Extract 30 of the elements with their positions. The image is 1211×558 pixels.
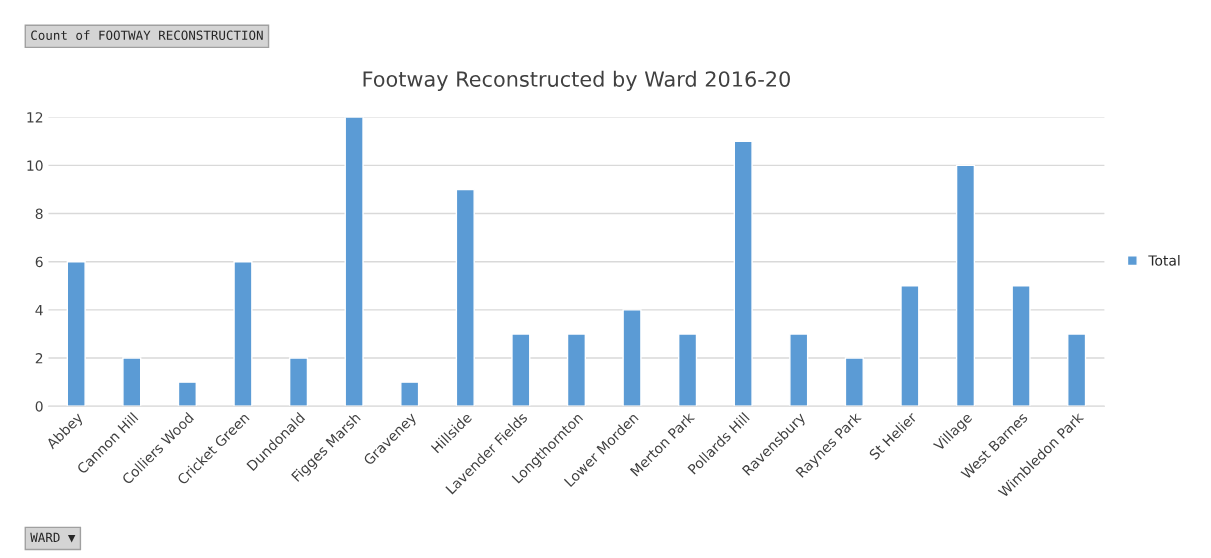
chart-title: Footway Reconstructed by Ward 2016-20 xyxy=(363,70,790,91)
text: Count of FOOTWAY RECONSTRUCTION xyxy=(31,30,263,40)
bar xyxy=(233,261,253,407)
bar xyxy=(344,117,364,407)
bar xyxy=(900,285,920,407)
bar xyxy=(122,357,142,407)
y-tick-label: 4 xyxy=(35,305,43,316)
bar xyxy=(844,357,864,407)
bar xyxy=(177,381,197,407)
legend-label: Total xyxy=(1148,254,1180,266)
y-tick-label: 12 xyxy=(27,112,43,123)
bar xyxy=(66,261,86,407)
y-tick-label: 6 xyxy=(35,256,43,268)
bar xyxy=(400,381,420,407)
y-tick-label: 0 xyxy=(35,401,43,412)
bar xyxy=(678,333,698,407)
bar xyxy=(1067,333,1087,407)
bar xyxy=(789,333,809,407)
bar xyxy=(1011,285,1031,407)
bar xyxy=(955,164,976,407)
y-tick-label: 8 xyxy=(35,208,43,219)
bar xyxy=(622,309,642,407)
y-tick-label: 10 xyxy=(27,160,43,171)
bar xyxy=(511,333,531,407)
bar xyxy=(288,357,309,407)
bar xyxy=(733,140,753,407)
bar xyxy=(566,333,587,407)
text: WARD ▼ xyxy=(30,532,76,543)
bar xyxy=(455,188,475,407)
y-tick-label: 2 xyxy=(35,353,43,364)
